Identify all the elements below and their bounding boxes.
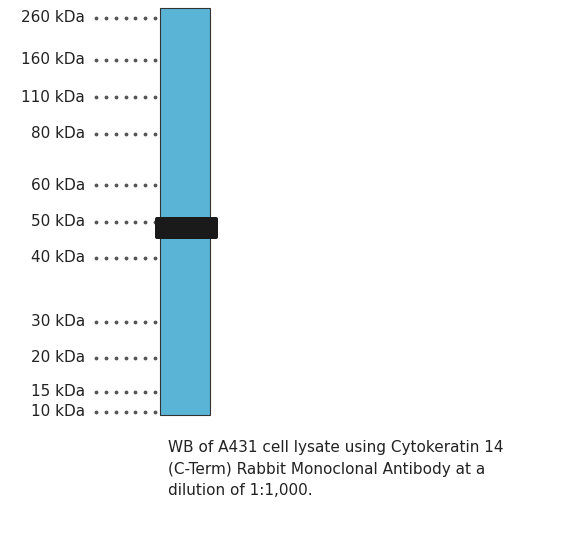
- Text: 80 kDa: 80 kDa: [31, 126, 85, 141]
- Text: 60 kDa: 60 kDa: [31, 178, 85, 192]
- Text: 20 kDa: 20 kDa: [31, 350, 85, 366]
- Text: 30 kDa: 30 kDa: [31, 314, 85, 329]
- Text: 50 kDa: 50 kDa: [31, 214, 85, 230]
- Text: 260 kDa: 260 kDa: [21, 10, 85, 25]
- Text: 40 kDa: 40 kDa: [31, 251, 85, 266]
- Text: 160 kDa: 160 kDa: [21, 52, 85, 68]
- Text: 110 kDa: 110 kDa: [21, 90, 85, 105]
- Text: 15 kDa: 15 kDa: [31, 384, 85, 400]
- Text: 10 kDa: 10 kDa: [31, 404, 85, 420]
- Bar: [160, 8, 210, 415]
- FancyBboxPatch shape: [155, 217, 218, 239]
- Text: WB of A431 cell lysate using Cytokeratin 14
(C-Term) Rabbit Monoclonal Antibody : WB of A431 cell lysate using Cytokeratin…: [168, 440, 503, 498]
